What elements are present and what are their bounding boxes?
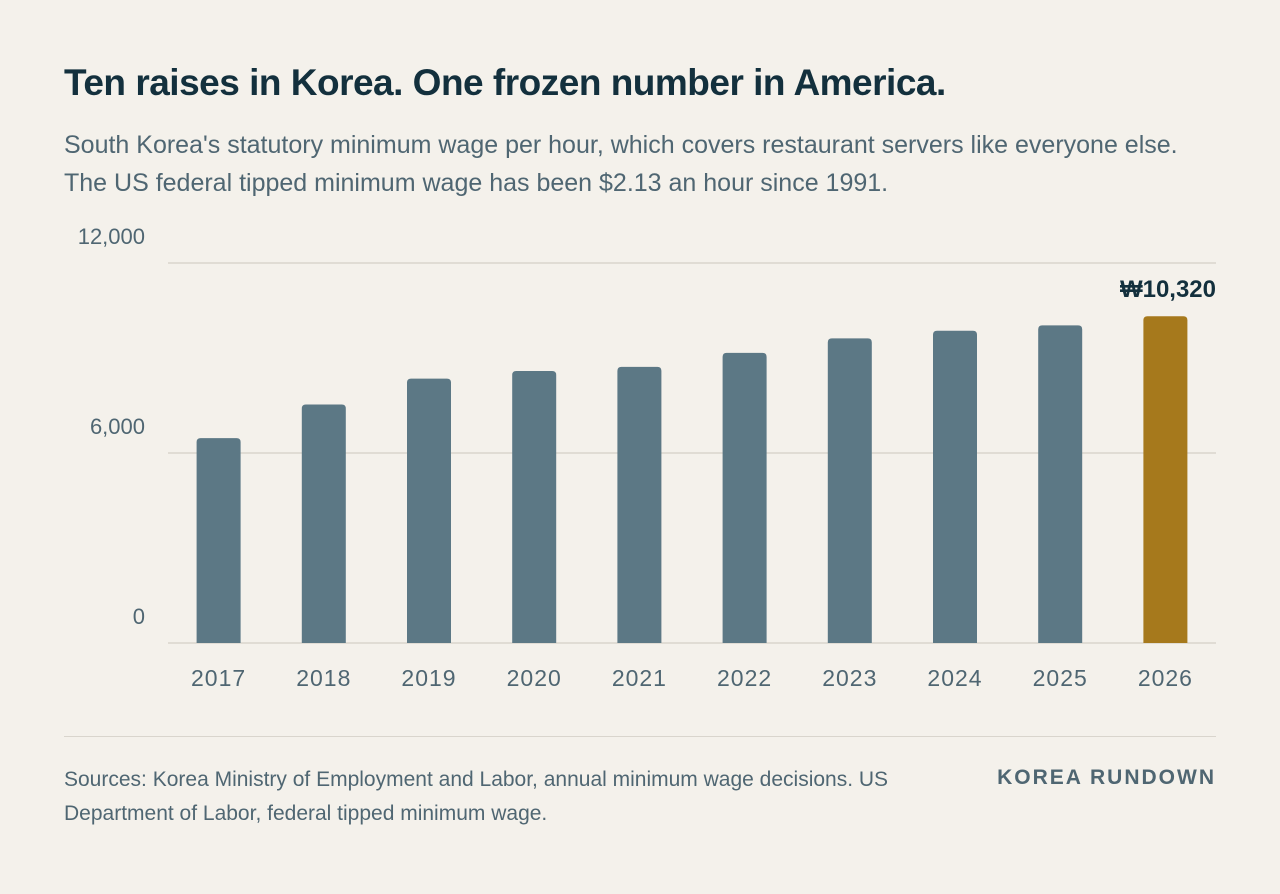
bar-2022 <box>722 352 767 643</box>
footer-divider <box>64 736 1216 737</box>
sources-note: Sources: Korea Ministry of Employment an… <box>64 768 889 825</box>
x-tick-label: 2024 <box>927 665 982 691</box>
bar-2024 <box>933 330 977 643</box>
bar-2020 <box>512 370 557 643</box>
y-tick-label: 0 <box>133 604 145 629</box>
x-tick-label: 2021 <box>612 665 667 691</box>
x-tick-label: 2022 <box>717 665 772 691</box>
x-axis-ticks: 2017 2018 2019 2020 2021 2022 2023 2024 2025 2026 <box>191 665 1193 691</box>
bar-2025 <box>1038 325 1083 643</box>
bars <box>196 316 1188 643</box>
x-tick-label: 2023 <box>822 665 877 691</box>
brand-logo: KOREA RUNDOWN <box>997 766 1216 789</box>
x-tick-label: 2025 <box>1033 665 1088 691</box>
bar-2018 <box>301 404 346 643</box>
x-tick-label: 2026 <box>1138 665 1193 691</box>
x-tick-label: 2020 <box>507 665 562 691</box>
x-tick-label: 2018 <box>296 665 351 691</box>
bar-2026 <box>1143 316 1188 643</box>
bar-2021 <box>617 366 662 643</box>
y-tick-label: 12,000 <box>78 224 145 249</box>
bar-2023 <box>827 338 872 643</box>
bar-2019 <box>407 378 451 643</box>
chart-subtitle: South Korea's statutory minimum wage per… <box>64 131 1178 197</box>
x-tick-label: 2017 <box>191 665 246 691</box>
bar-chart: 0 6,000 12,000 2017 2018 2019 2020 2021 2022 202… <box>78 224 1216 691</box>
chart-title: Ten raises in Korea. One frozen number i… <box>64 62 946 103</box>
y-axis-ticks: 0 6,000 12,000 <box>78 224 145 629</box>
x-tick-label: 2019 <box>401 665 456 691</box>
data-label-2026: ₩10,320 <box>1120 276 1216 303</box>
y-tick-label: 6,000 <box>90 414 145 439</box>
annotations: ₩10,320 <box>1120 276 1216 303</box>
bar-2017 <box>196 438 241 643</box>
